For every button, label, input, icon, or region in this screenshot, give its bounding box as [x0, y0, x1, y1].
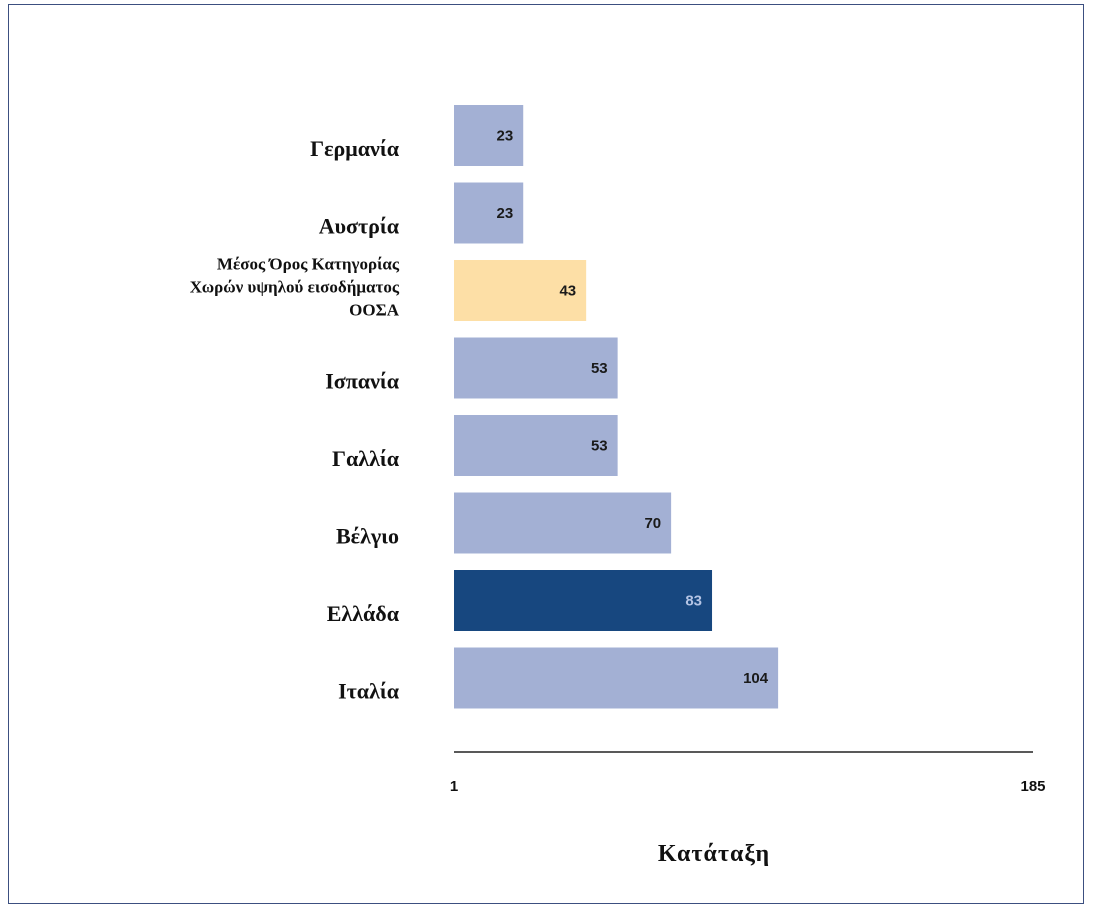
x-axis-title: Κατάταξη	[658, 841, 770, 867]
bar-2	[454, 260, 587, 321]
bar-5	[454, 492, 672, 554]
bar-1	[454, 182, 524, 244]
category-label-1: Αυστρία	[319, 214, 400, 239]
bar-value-label-4: 53	[591, 438, 608, 455]
bar-value-label-2: 43	[559, 283, 576, 300]
category-labels-group: Γερμανία Αυστρία Μέσος Όρος Κατηγορίας Χωρώ…	[190, 136, 400, 704]
category-label-2-line-0: Μέσος Όρος Κατηγορίας	[217, 254, 400, 273]
bars-group	[454, 105, 779, 709]
category-label-0: Γερμανία	[310, 136, 400, 161]
bar-7	[454, 647, 779, 709]
category-label-3: Ισπανία	[325, 369, 400, 394]
category-label-2-line-2: ΟΟΣΑ	[349, 300, 400, 319]
bar-value-label-1: 23	[497, 205, 514, 222]
bar-4	[454, 415, 618, 476]
bar-6	[454, 570, 713, 631]
value-labels-group: 23 23 43 53 53 70 83 104	[497, 128, 769, 688]
x-tick-min: 1	[450, 778, 458, 795]
category-label-6: Ελλάδα	[327, 601, 400, 626]
category-label-2-line-1: Χωρών υψηλού εισοδήματος	[190, 277, 400, 296]
category-label-5: Βέλγιο	[336, 524, 399, 549]
bar-value-label-6: 83	[685, 593, 702, 610]
bar-value-label-0: 23	[497, 128, 514, 145]
bar-value-label-5: 70	[644, 515, 661, 532]
bar-3	[454, 337, 618, 399]
bar-0	[454, 105, 524, 166]
category-label-4: Γαλλία	[332, 446, 400, 471]
category-label-7: Ιταλία	[338, 679, 400, 704]
bar-value-label-7: 104	[743, 670, 769, 687]
x-tick-max: 185	[1020, 778, 1045, 795]
bar-value-label-3: 53	[591, 360, 608, 377]
